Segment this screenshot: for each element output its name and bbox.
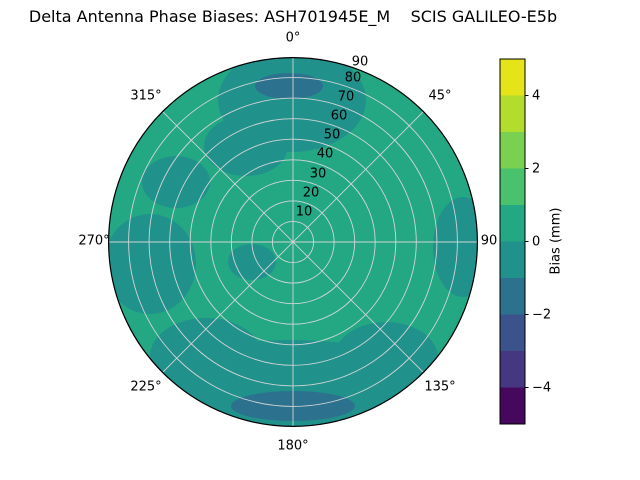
- polar-rim: [108, 57, 478, 427]
- colorbar-tick-label-neg2: −2: [532, 307, 552, 322]
- polar-grid: [108, 57, 478, 427]
- contour-blob: [433, 197, 478, 297]
- theta-tick-label-90: 90: [480, 233, 498, 249]
- colorbar-tick-label-neg4: −4: [532, 380, 552, 395]
- theta-tick-label-135: 135°: [424, 379, 456, 395]
- plot-title: Delta Antenna Phase Biases: ASH701945E_M…: [28, 7, 558, 26]
- r-tick-label-30: 30: [309, 166, 327, 182]
- contour-blob: [108, 214, 196, 314]
- r-tick-label-90: 90: [351, 54, 369, 70]
- r-tick-label-60: 60: [330, 108, 348, 124]
- theta-tick-label-225: 225°: [130, 379, 162, 395]
- theta-tick-label-0: 0°: [285, 30, 301, 46]
- colorbar-tick-label-2: 2: [532, 161, 541, 176]
- colorbar: [499, 58, 529, 425]
- r-tick-label-20: 20: [302, 185, 320, 201]
- theta-tick-label-45: 45°: [428, 88, 452, 104]
- contour-blob: [228, 244, 276, 280]
- theta-tick-label-180: 180°: [277, 438, 309, 454]
- colorbar-tick-label-4: 4: [532, 88, 541, 103]
- contour-blob: [150, 318, 262, 394]
- colorbar-axis-label: Bias (mm): [548, 207, 564, 275]
- theta-tick-label-270: 270°: [78, 233, 110, 249]
- contour-blob: [334, 322, 438, 394]
- r-tick-label-80: 80: [344, 70, 362, 86]
- r-tick-label-50: 50: [323, 127, 341, 143]
- contour-blob: [204, 116, 288, 176]
- contour-blob: [142, 156, 210, 208]
- r-tick-label-70: 70: [337, 89, 355, 105]
- contour-blob-dark: [255, 73, 323, 99]
- theta-tick-label-315: 315°: [130, 88, 162, 104]
- r-tick-label-40: 40: [316, 146, 334, 162]
- colorbar-tick-label-0: 0: [532, 234, 541, 249]
- colorbar-ticks: [525, 95, 529, 388]
- r-tick-label-10: 10: [295, 204, 313, 220]
